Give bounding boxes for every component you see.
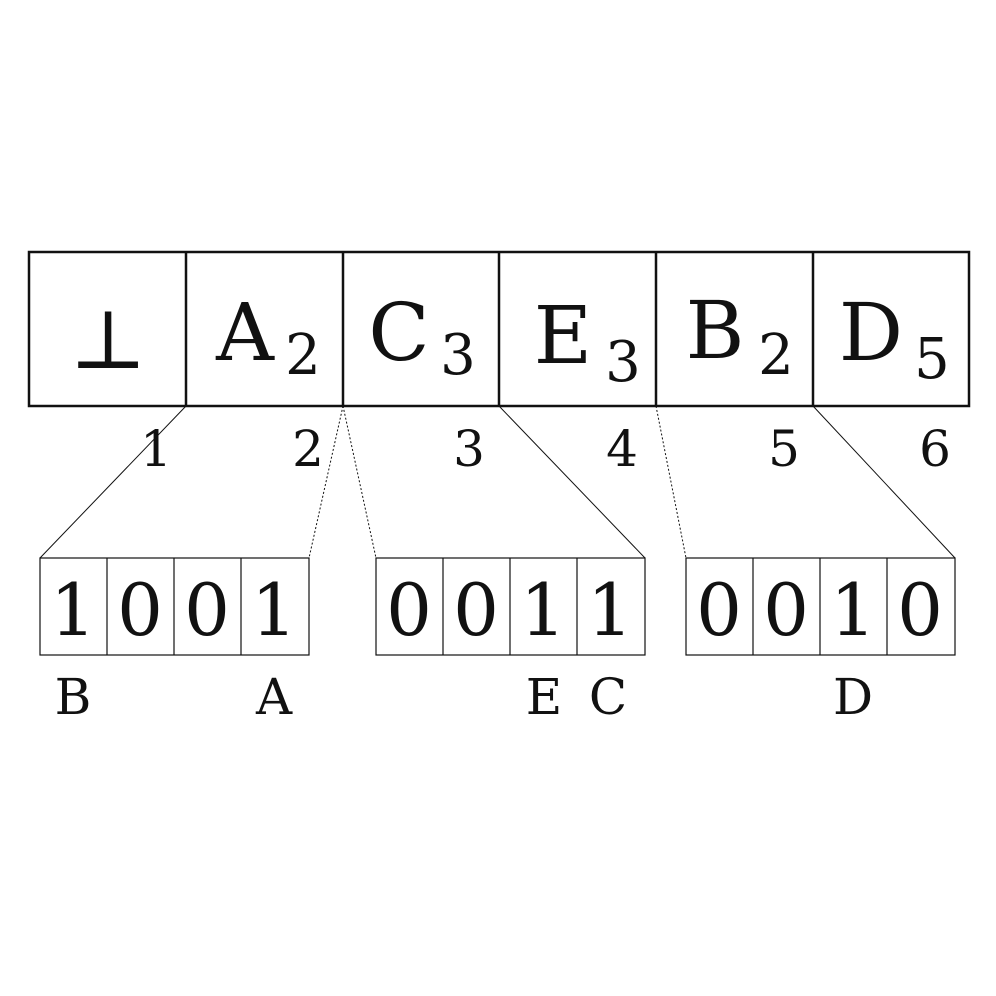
bit-value: 1	[520, 568, 566, 652]
connector-line	[39, 405, 187, 559]
bit-label: B	[55, 668, 92, 726]
index-label: 1	[140, 420, 172, 478]
bit-value: 1	[251, 568, 297, 652]
bit-value: 0	[897, 568, 943, 652]
bit-value: 0	[453, 568, 499, 652]
bit-label: D	[833, 668, 873, 726]
bit-value: 1	[587, 568, 633, 652]
cell-letter: C	[368, 286, 429, 379]
cell-subscript: 2	[758, 323, 794, 388]
cell-subscript: 5	[914, 327, 950, 392]
index-label: 6	[919, 420, 951, 478]
cell-letter: E	[534, 289, 592, 382]
connector-line	[655, 405, 687, 559]
connector-line	[498, 405, 646, 559]
cell-letter: A	[215, 286, 275, 379]
index-label: 5	[768, 420, 800, 478]
bit-value: 0	[763, 568, 809, 652]
bit-label: E	[526, 668, 563, 726]
bit-value: 0	[117, 568, 163, 652]
bit-value: 0	[386, 568, 432, 652]
cell-subscript: 3	[440, 323, 476, 388]
index-label: 4	[606, 420, 638, 478]
connector-lines	[39, 405, 956, 559]
bit-value: 0	[184, 568, 230, 652]
index-label: 3	[453, 420, 485, 478]
connector-line	[342, 405, 377, 559]
cell-subscript: 2	[285, 323, 321, 388]
bit-value: 1	[830, 568, 876, 652]
index-label: 2	[292, 420, 324, 478]
bottom-symbol: ⊥	[69, 293, 146, 388]
bit-label: A	[255, 668, 293, 726]
bit-value: 1	[50, 568, 96, 652]
bit-group: 0 0 1 1 E C	[375, 557, 646, 726]
bit-label: C	[589, 668, 627, 726]
bit-group: 1 0 0 1 B A	[39, 557, 310, 726]
cell-subscript: 3	[605, 330, 641, 395]
top-row: ⊥ A 2 C 3 E 3 B 2 D 5	[27, 250, 971, 408]
cell-letter: B	[686, 284, 745, 377]
index-labels: 1 2 3 4 5 6	[140, 420, 951, 478]
cell-letter: D	[839, 286, 903, 379]
connector-line	[308, 405, 344, 559]
bit-value: 0	[696, 568, 742, 652]
connector-line	[812, 405, 956, 559]
bit-group: 0 0 1 0 D	[685, 557, 956, 726]
